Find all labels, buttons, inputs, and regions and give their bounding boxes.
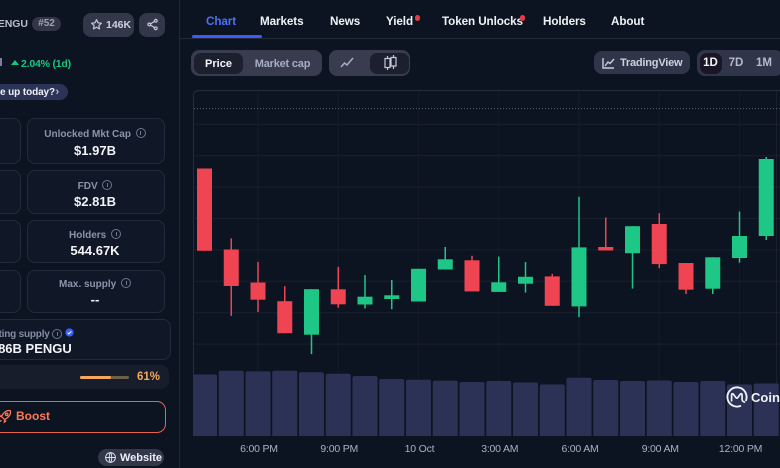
svg-text:6:00 AM: 6:00 AM xyxy=(561,443,598,455)
svg-text:9:00 AM: 9:00 AM xyxy=(642,443,679,455)
svg-text:12:00 PM: 12:00 PM xyxy=(719,443,762,455)
svg-text:3:00 AM: 3:00 AM xyxy=(481,443,518,455)
svg-text:10 Oct: 10 Oct xyxy=(405,443,435,455)
svg-text:9:00 PM: 9:00 PM xyxy=(320,443,358,455)
svg-text:6:00 PM: 6:00 PM xyxy=(240,443,278,455)
